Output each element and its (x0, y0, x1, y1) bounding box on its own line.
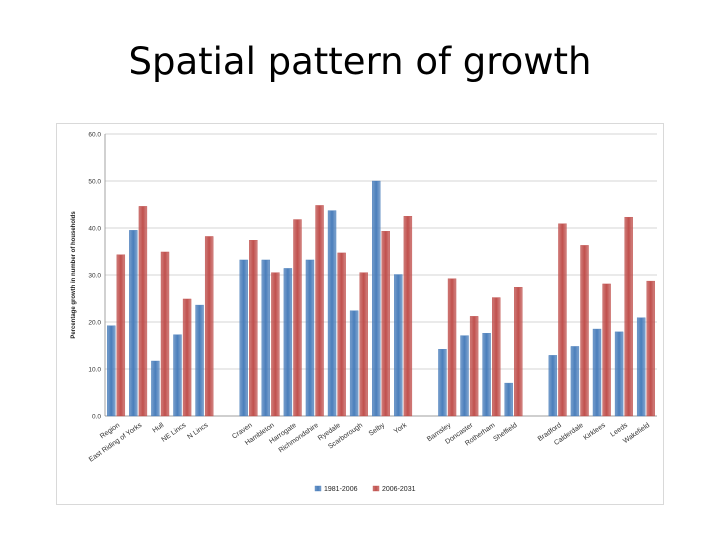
bar (514, 287, 523, 417)
bar (570, 346, 580, 417)
bar (107, 325, 116, 417)
bar (558, 223, 567, 417)
bar (492, 297, 501, 417)
bar-chart: 0.0 10.0 20.0 30.0 40.0 50.0 60.0 Percentage gr… (71, 131, 657, 493)
legend-swatch (372, 485, 380, 492)
bar (580, 245, 589, 417)
category-label: York (393, 422, 409, 436)
y-tick-label: 20.0 (88, 319, 101, 326)
bar (305, 259, 315, 417)
category-label: Richmondshire (278, 422, 320, 455)
bar (614, 331, 624, 417)
bar (195, 304, 204, 417)
bar (592, 328, 602, 417)
bar (204, 236, 214, 417)
y-tick-label: 0.0 (92, 413, 101, 420)
bar (283, 268, 293, 417)
bar (624, 216, 633, 417)
bar (182, 298, 192, 417)
bar (173, 334, 182, 417)
y-tick-label: 50.0 (88, 178, 101, 185)
bar (438, 349, 447, 417)
bar (403, 216, 413, 417)
bar (504, 382, 513, 417)
bar (261, 259, 271, 417)
bar (646, 280, 655, 417)
bar (359, 272, 368, 417)
bar (116, 254, 126, 417)
bar (249, 240, 258, 417)
category-label: Kirklees (583, 422, 608, 442)
bar (349, 310, 359, 417)
bar (602, 283, 611, 417)
bar (160, 251, 170, 417)
bar (271, 272, 280, 417)
category-label: Hull (151, 422, 165, 435)
bar (337, 252, 346, 417)
category-label: N Lincs (186, 422, 210, 441)
bar (372, 180, 381, 417)
bar (315, 205, 324, 417)
bar (293, 219, 302, 417)
y-tick-label: 40.0 (88, 225, 101, 232)
y-tick-label: 10.0 (88, 366, 101, 373)
bar (548, 355, 558, 417)
chart-frame: 0.0 10.0 20.0 30.0 40.0 50.0 60.0 Percentage gr… (56, 123, 664, 505)
bar (151, 360, 160, 417)
bar (636, 317, 646, 417)
bar (327, 210, 337, 417)
legend-swatch (314, 485, 322, 492)
category-label: NE Lincs (160, 422, 187, 444)
bar (239, 259, 248, 417)
y-tick-label: 30.0 (88, 272, 101, 279)
y-tick-label: 60.0 (88, 131, 101, 138)
bar (394, 274, 403, 417)
bar (469, 316, 479, 417)
bar (138, 206, 148, 417)
legend-label: 1981-2006 (324, 486, 358, 493)
bar (381, 231, 390, 417)
slide-title: Spatial pattern of growth (128, 40, 592, 83)
category-label: Sheffield (492, 422, 518, 443)
bar (460, 335, 469, 417)
bar (447, 278, 457, 417)
category-label: Selby (368, 422, 387, 438)
bar (129, 230, 138, 417)
legend-label: 2006-2031 (382, 486, 416, 493)
y-axis-title: Percentage growth in number of household… (71, 211, 77, 339)
bar (482, 333, 491, 417)
